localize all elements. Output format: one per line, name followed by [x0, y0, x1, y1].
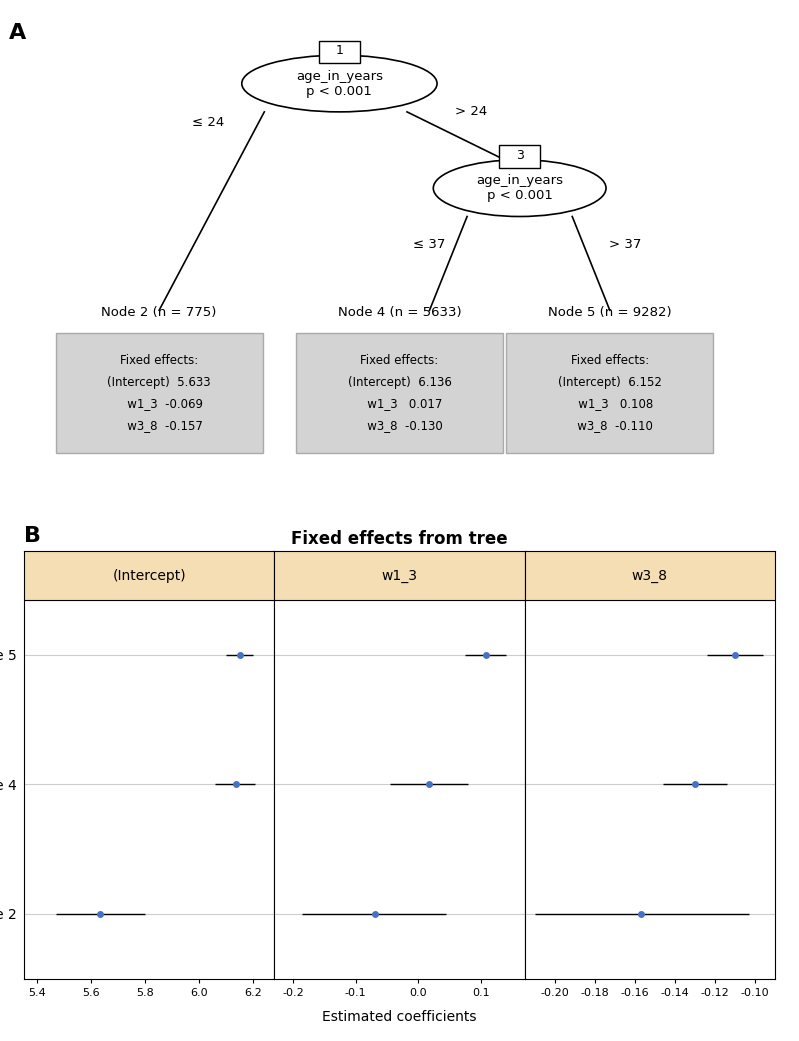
Text: 3: 3 — [515, 149, 523, 161]
Text: w3_8  -0.157: w3_8 -0.157 — [116, 420, 203, 432]
Text: w1_3: w1_3 — [381, 568, 418, 583]
FancyBboxPatch shape — [296, 333, 503, 453]
Text: Fixed effects from tree: Fixed effects from tree — [291, 530, 508, 548]
Text: Estimated coefficients: Estimated coefficients — [322, 1010, 477, 1023]
Text: (Intercept)  5.633: (Intercept) 5.633 — [107, 376, 211, 388]
FancyBboxPatch shape — [55, 333, 263, 453]
Text: 1: 1 — [336, 44, 344, 57]
Text: (Intercept): (Intercept) — [113, 568, 186, 583]
Text: Fixed effects:: Fixed effects: — [360, 354, 439, 366]
Text: w1_3  -0.069: w1_3 -0.069 — [116, 398, 203, 410]
Text: w3_8  -0.130: w3_8 -0.130 — [356, 420, 443, 432]
FancyBboxPatch shape — [319, 41, 360, 64]
Text: > 37: > 37 — [609, 238, 641, 251]
Bar — [274, 551, 525, 601]
Text: w1_3   0.017: w1_3 0.017 — [356, 398, 443, 410]
Text: ≤ 37: ≤ 37 — [413, 238, 446, 251]
Text: age_in_years
p < 0.001: age_in_years p < 0.001 — [476, 174, 563, 202]
Text: Node 2 (n = 775): Node 2 (n = 775) — [101, 306, 217, 319]
Text: > 24: > 24 — [455, 105, 487, 119]
Text: ≤ 24: ≤ 24 — [192, 117, 224, 129]
FancyBboxPatch shape — [499, 146, 540, 168]
Bar — [525, 551, 775, 601]
FancyBboxPatch shape — [506, 333, 714, 453]
Text: (Intercept)  6.136: (Intercept) 6.136 — [348, 376, 451, 388]
Text: Node 5 (n = 9282): Node 5 (n = 9282) — [548, 306, 672, 319]
Text: Fixed effects:: Fixed effects: — [120, 354, 198, 366]
Text: w3_8  -0.110: w3_8 -0.110 — [566, 420, 654, 432]
Text: age_in_years
p < 0.001: age_in_years p < 0.001 — [296, 70, 383, 98]
Text: (Intercept)  6.152: (Intercept) 6.152 — [558, 376, 662, 388]
Text: B: B — [24, 526, 41, 545]
Bar — [24, 551, 274, 601]
Text: w3_8: w3_8 — [632, 568, 668, 583]
Text: w1_3   0.108: w1_3 0.108 — [566, 398, 653, 410]
Text: Fixed effects:: Fixed effects: — [570, 354, 649, 366]
Text: Node 4 (n = 5633): Node 4 (n = 5633) — [338, 306, 461, 319]
Text: A: A — [9, 23, 26, 43]
